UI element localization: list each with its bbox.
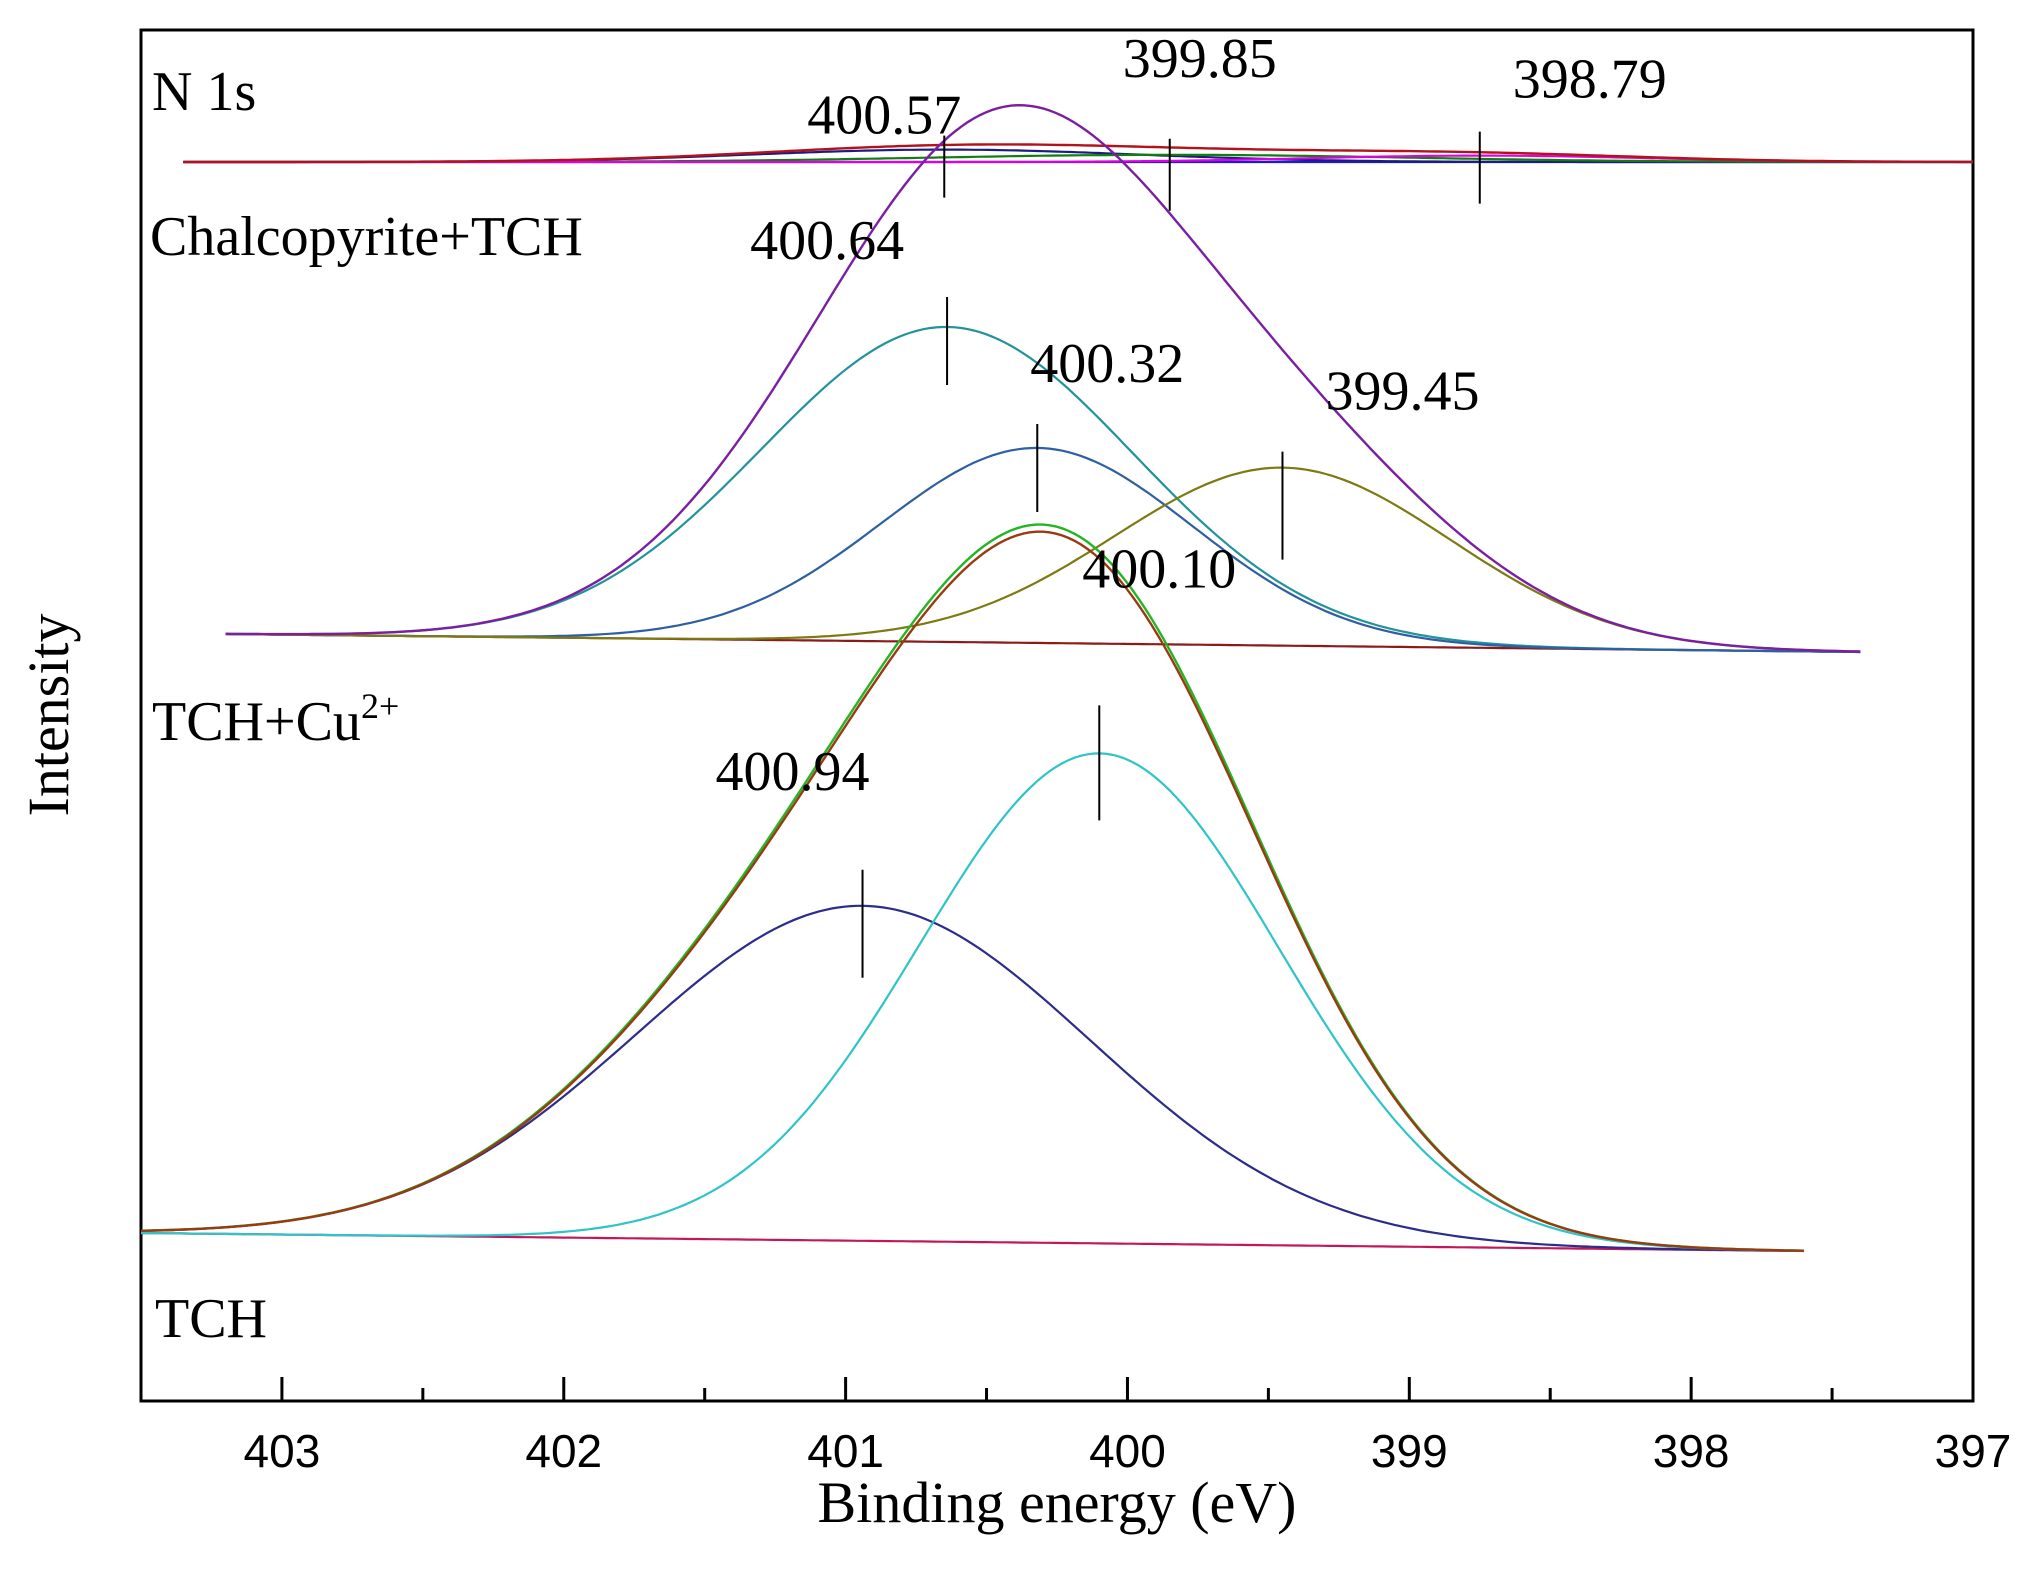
y-axis-label: Intensity	[16, 614, 81, 817]
x-axis-ticks: 403 402 401 400 399 398 397	[141, 1377, 2011, 1477]
x-axis-label: Binding energy (eV)	[818, 1470, 1297, 1535]
panel-2-peak-1-curve	[141, 753, 1804, 1250]
panel-label-tch: TCH	[155, 1288, 267, 1350]
panel-0-peak-2-label: 398.79	[1513, 49, 1667, 111]
panel-label-tch-cu: TCH+Cu2+	[152, 686, 399, 753]
x-tick-label: 399	[1371, 1425, 1448, 1477]
x-tick-label: 397	[1935, 1425, 2012, 1477]
panel-1-peak-1-curve	[226, 448, 1861, 652]
panel-label-chalcopyrite-tch: Chalcopyrite+TCH	[150, 206, 583, 268]
x-tick-label: 402	[525, 1425, 602, 1477]
curves-layer	[141, 105, 1973, 1251]
panel-2-envelope-curve	[141, 532, 1804, 1251]
panel-1-peak-2-label: 399.45	[1325, 361, 1479, 423]
panel-2-peak-0-label: 400.94	[716, 741, 870, 803]
panel-0-peak-0-label: 400.57	[807, 85, 961, 147]
panel-label-tch-cu-sup: 2+	[361, 686, 399, 726]
panel-0-peak-1-label: 399.85	[1123, 28, 1277, 90]
panel-2-peak-1-label: 400.10	[1082, 538, 1236, 600]
x-tick-label: 398	[1653, 1425, 1730, 1477]
peak-markers-layer: 400.57 399.85 398.79 400.64 400.32 399.45 400.…	[716, 28, 1667, 978]
panel-2-peak-0-curve	[141, 906, 1804, 1251]
x-tick-label: 403	[244, 1425, 321, 1477]
panel-1-peak-1-label: 400.32	[1030, 333, 1184, 395]
panel-1-peak-0-label: 400.64	[750, 210, 904, 272]
panel-label-tch-cu-main: TCH+Cu	[152, 691, 361, 753]
corner-label: N 1s	[152, 61, 256, 123]
